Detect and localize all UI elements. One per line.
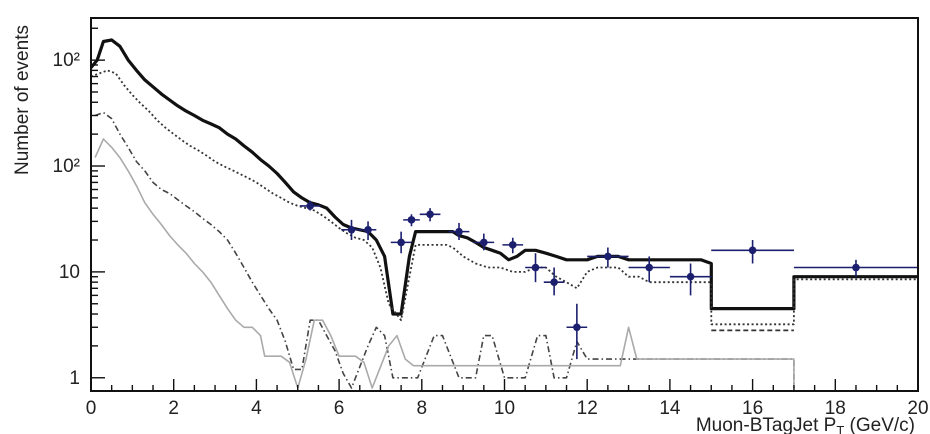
data-point-marker (364, 225, 372, 234)
data-point-marker (604, 252, 612, 261)
x-tick-label: 16 (742, 398, 763, 419)
x-axis: 0 2 4 6 8 10 12 14 16 18 20 (86, 379, 929, 419)
x-tick-label: 6 (334, 398, 345, 419)
data-point (587, 247, 629, 268)
data-point-marker (645, 263, 654, 272)
x-axis-label-main: Muon-BTagJet P (696, 415, 836, 434)
data-point-marker (306, 202, 314, 210)
y-tick-label: 10² (53, 50, 80, 71)
data-point-marker (550, 278, 558, 286)
data-point-marker (407, 216, 416, 224)
y-axis-label: Number of events (12, 25, 33, 175)
data-point (628, 256, 670, 283)
data-points-group (299, 200, 918, 360)
data-point-marker (748, 246, 757, 255)
data-point-marker (573, 323, 581, 332)
data-point (341, 219, 362, 241)
x-tick-label: 20 (907, 398, 928, 419)
series-line-1 (89, 38, 918, 316)
data-point-marker (852, 263, 860, 272)
data-point (793, 259, 918, 277)
series-line-5 (94, 138, 795, 389)
data-point-marker (686, 272, 695, 281)
y-tick-label: 10² (53, 156, 80, 177)
y-axis: 1 10 10² 10² (53, 27, 105, 389)
x-tick-label: 12 (577, 398, 598, 419)
x-axis-label-tail: (GeV/c) (844, 415, 915, 434)
x-tick-label: 2 (168, 398, 179, 419)
data-point (525, 253, 546, 283)
data-point (473, 233, 495, 251)
x-axis-label-sub: T (836, 423, 844, 434)
data-point (403, 214, 420, 227)
plot-series-group (89, 38, 918, 389)
data-point-marker (455, 227, 463, 236)
data-point-marker (531, 263, 540, 272)
data-point (502, 237, 524, 254)
x-tick-label: 14 (659, 398, 681, 419)
x-tick-label: 10 (494, 398, 515, 419)
data-point-marker (508, 241, 517, 249)
series-line-4 (94, 111, 795, 389)
data-point (448, 222, 470, 241)
data-point (711, 240, 794, 264)
data-point (543, 267, 565, 296)
y-tick-label: 1 (69, 368, 80, 389)
data-point (669, 263, 712, 296)
data-point-marker (480, 238, 488, 247)
y-tick-label: 10 (59, 262, 80, 283)
x-tick-label: 8 (417, 398, 428, 419)
x-tick-label: 0 (86, 398, 97, 419)
data-point (566, 303, 588, 360)
plot-frame (90, 17, 919, 392)
x-tick-label: 4 (251, 398, 262, 419)
series-line-2 (90, 69, 918, 326)
data-point-marker (397, 238, 405, 247)
data-point-marker (347, 225, 356, 234)
data-point-marker (426, 210, 434, 219)
x-tick-label: 18 (825, 398, 846, 419)
data-point (419, 208, 441, 222)
data-point (299, 200, 321, 211)
x-axis-label: Muon-BTagJet PT (GeV/c) (696, 415, 915, 434)
data-point (390, 231, 412, 254)
data-point (359, 221, 377, 241)
